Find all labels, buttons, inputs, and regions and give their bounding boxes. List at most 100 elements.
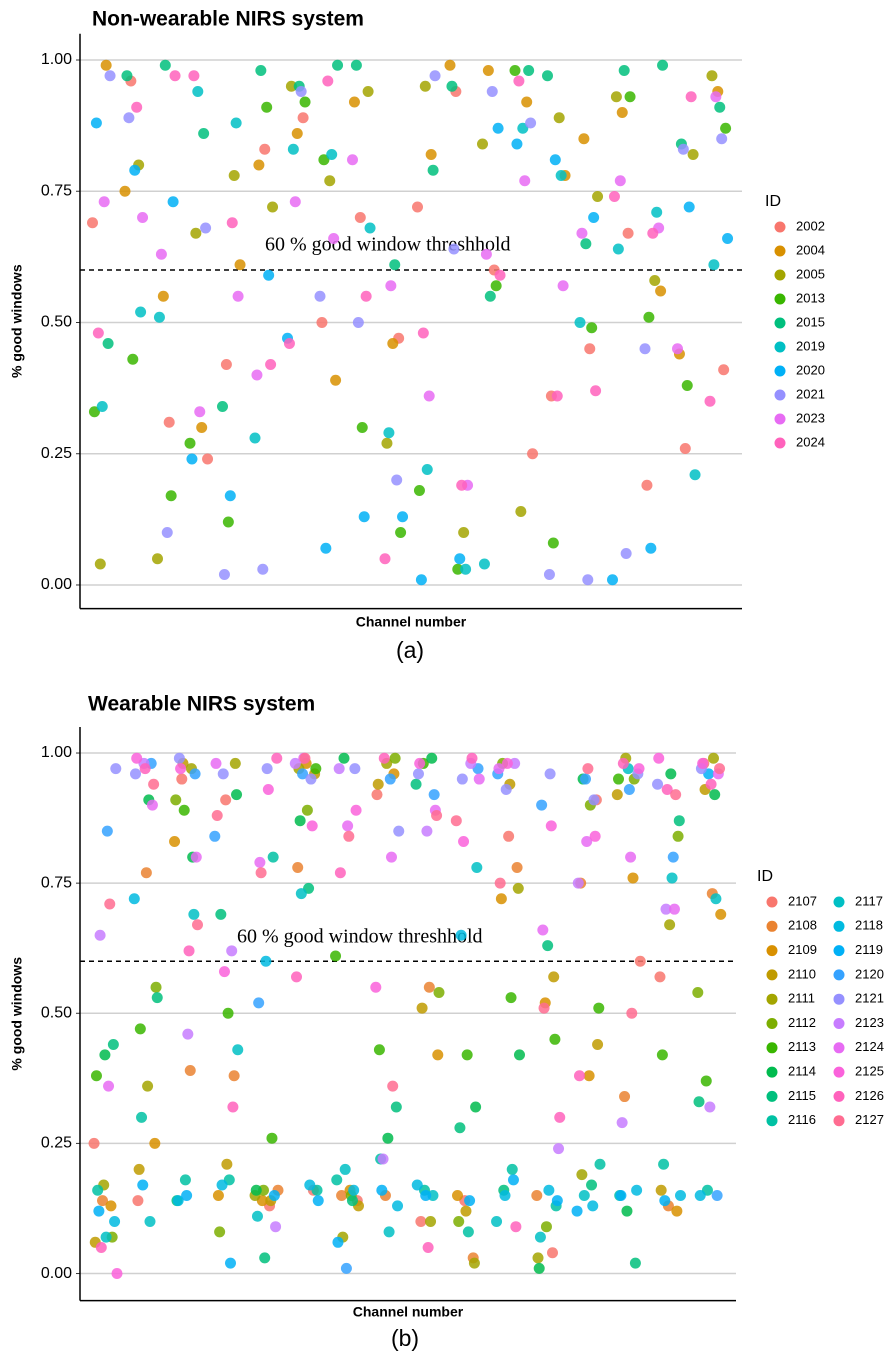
- legend-swatch: [833, 920, 845, 932]
- data-point: [93, 1205, 105, 1217]
- data-point: [432, 1049, 444, 1061]
- data-point: [515, 505, 527, 517]
- data-point: [494, 269, 506, 281]
- data-point: [218, 966, 230, 978]
- data-point: [346, 1195, 358, 1207]
- data-point: [339, 1163, 351, 1175]
- data-point: [555, 169, 567, 181]
- data-point: [532, 1252, 544, 1264]
- legend-label: 2120: [855, 966, 884, 981]
- data-point: [495, 893, 507, 905]
- legend-swatch: [766, 1042, 778, 1054]
- data-point: [395, 526, 407, 538]
- data-point: [557, 280, 569, 292]
- data-point: [97, 1195, 109, 1207]
- data-point: [220, 794, 232, 806]
- data-point: [588, 211, 600, 223]
- data-point: [170, 794, 182, 806]
- data-point: [188, 70, 200, 82]
- data-point: [95, 1242, 107, 1254]
- data-point: [421, 825, 433, 837]
- data-point: [385, 280, 397, 292]
- data-point: [670, 789, 682, 801]
- data-point: [140, 867, 152, 879]
- data-point: [625, 851, 637, 863]
- legend-swatch: [774, 437, 786, 449]
- legend-label: 2117: [855, 893, 883, 908]
- data-point: [255, 64, 267, 76]
- data-point: [410, 778, 422, 790]
- data-point: [111, 1268, 123, 1280]
- legend-label: 2112: [788, 1015, 816, 1030]
- data-point: [452, 1189, 464, 1201]
- data-point: [667, 851, 679, 863]
- data-point: [624, 91, 636, 103]
- data-point: [714, 763, 726, 775]
- data-point: [135, 306, 147, 318]
- data-point: [382, 1132, 394, 1144]
- data-point: [340, 1262, 352, 1274]
- data-point: [127, 353, 139, 365]
- data-point: [573, 1070, 585, 1082]
- data-point: [186, 453, 198, 465]
- data-point: [720, 122, 732, 134]
- data-point: [545, 820, 557, 832]
- data-point: [477, 138, 488, 150]
- data-point: [428, 789, 440, 801]
- data-point: [513, 75, 525, 87]
- legend-swatch: [774, 341, 786, 353]
- data-point: [157, 290, 169, 302]
- data-point: [314, 290, 326, 302]
- data-point: [538, 1002, 550, 1014]
- data-point: [653, 752, 665, 764]
- data-point: [616, 106, 628, 118]
- data-point: [263, 269, 275, 281]
- data-point: [614, 175, 626, 187]
- data-point: [316, 316, 328, 328]
- data-point: [414, 757, 426, 769]
- data-point: [525, 117, 537, 129]
- data-point: [251, 369, 263, 381]
- data-point: [706, 70, 718, 82]
- data-point: [572, 877, 584, 889]
- data-point: [519, 175, 531, 187]
- legend-label: 2124: [855, 1039, 884, 1054]
- data-point: [364, 222, 376, 234]
- data-point: [672, 343, 683, 355]
- data-point: [222, 1007, 234, 1019]
- data-point: [149, 1137, 161, 1149]
- data-point: [326, 148, 338, 160]
- legend-swatch: [833, 1066, 845, 1078]
- data-point: [499, 1189, 511, 1201]
- data-point: [133, 1163, 145, 1175]
- data-point: [542, 940, 554, 952]
- threshold-label: 60 % good window threshhold: [237, 926, 483, 948]
- data-point: [454, 1122, 466, 1134]
- data-point: [183, 945, 195, 957]
- x-axis-label: Channel number: [353, 1304, 464, 1320]
- data-point: [677, 143, 689, 155]
- data-point: [576, 1169, 588, 1181]
- data-point: [306, 820, 318, 832]
- data-point: [658, 1158, 670, 1170]
- y-tick-label: 0.25: [41, 1135, 72, 1152]
- data-point: [482, 64, 494, 76]
- data-point: [289, 757, 301, 769]
- data-point: [631, 1184, 643, 1196]
- data-point: [503, 830, 515, 842]
- data-point: [188, 908, 200, 920]
- data-point: [383, 1226, 395, 1238]
- data-point: [620, 547, 632, 559]
- data-point: [471, 862, 483, 874]
- data-point: [531, 1189, 543, 1201]
- data-point: [136, 1111, 148, 1123]
- data-point: [230, 117, 242, 129]
- data-point: [94, 929, 106, 941]
- data-point: [362, 85, 374, 97]
- data-point: [150, 981, 162, 993]
- data-point: [576, 227, 588, 239]
- data-point: [169, 836, 181, 848]
- data-point: [415, 574, 427, 586]
- data-point: [105, 1200, 117, 1212]
- data-point: [255, 867, 267, 879]
